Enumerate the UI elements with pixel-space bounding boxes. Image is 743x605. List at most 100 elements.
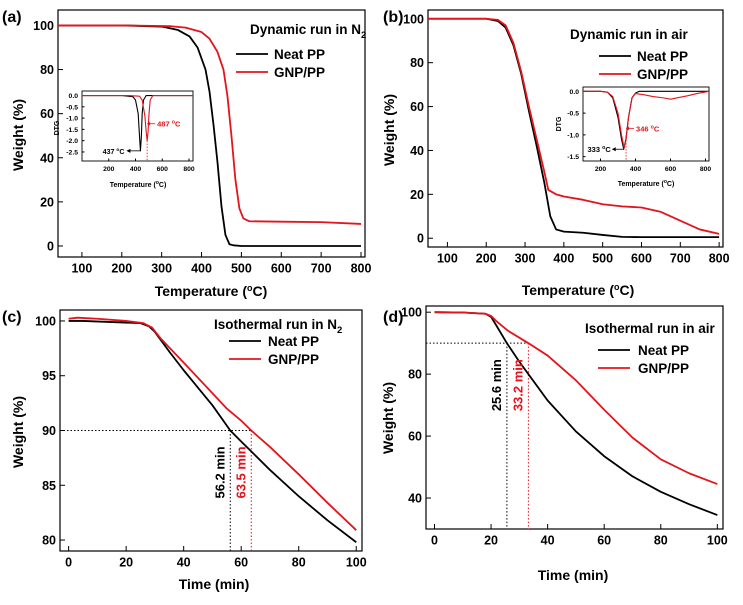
panel-a-ytick-label: 100 <box>33 19 54 33</box>
panel-d-annotation-neat: 25.6 min <box>489 359 504 411</box>
panel-b-inset-xtick-label: 400 <box>630 166 642 173</box>
panel-d-series-gnp-pp-line <box>434 311 718 485</box>
panel-a-inset-xlabel-degree: o <box>156 180 159 186</box>
panel-b-xtick-label: 300 <box>515 252 536 266</box>
panel-b-inset-ytick-label: -1.5 <box>567 154 579 161</box>
panel-c: (c) 0 20 40 60 80 100 80 85 90 95 100 56.2 min 63.5… <box>2 309 367 592</box>
panel-b-xlabel-degree: o <box>614 282 620 292</box>
panel-a-inset-ticks: 200 400 600 800 0.0 -0.5 -1.0 -1.5 -2.0 -2.5 <box>66 93 195 173</box>
panel-c-ytick-label: 100 <box>35 314 56 328</box>
panel-d-ytick-label: 60 <box>408 430 422 444</box>
panel-d-guides <box>426 342 529 529</box>
panel-a-ytick-label: 60 <box>40 107 54 121</box>
panel-a-inset-xtick-label: 600 <box>157 166 169 173</box>
panel-c-xtick-label: 40 <box>177 556 191 570</box>
panel-d-label: (d) <box>383 309 403 326</box>
panel-a-inset-xlabel: Temperature (oC) <box>110 180 167 189</box>
panel-c-xtick-label: 20 <box>119 556 133 570</box>
panel-a-xtick-label: 500 <box>231 262 252 276</box>
panel-b-ticks: 100 200 300 400 500 600 700 800 0 20 40 60 80 100 <box>403 12 729 265</box>
panel-a-xlabel-main: Temperature ( <box>155 283 248 299</box>
panel-d-ytick-label: 80 <box>408 368 422 382</box>
panel-a-inset-annotation-gnp-degree: o <box>172 120 175 126</box>
panel-d-ytick-label: 100 <box>401 306 422 320</box>
panel-c-ylabel: Weight (%) <box>10 396 26 468</box>
panel-a-inset-annotation-neat-degree: o <box>116 148 119 153</box>
panel-b-inset-xtick-label: 200 <box>595 166 607 173</box>
panel-b-ytick-label: 20 <box>410 188 424 202</box>
panel-b-xtick-label: 400 <box>553 252 574 266</box>
panel-a-inset-xlabel-main: Temperature ( <box>110 182 157 189</box>
panel-c-ytick-label: 90 <box>42 424 56 438</box>
panel-d-xtick-label: 80 <box>654 534 668 548</box>
panel-b-inset-xlabel-main: Temperature ( <box>618 181 665 188</box>
panel-b-inset-frame <box>582 86 710 162</box>
panel-a-inset-ylabel: DTG <box>54 120 61 135</box>
panel-c-ytick-label: 85 <box>42 479 56 493</box>
panel-a-xlabel-unit: C) <box>253 283 268 299</box>
panel-a-inset-ytick-label: -2.0 <box>66 138 78 145</box>
panel-a-inset-xlabel-unit: C) <box>159 182 166 189</box>
panel-c-ytick-label: 80 <box>42 534 56 548</box>
panel-a-inset-ytick-label: -1.0 <box>66 116 78 123</box>
panel-a-inset-ytick-label: -2.5 <box>66 149 78 156</box>
panel-b-xtick-label: 700 <box>670 252 691 266</box>
panel-b-ytick-label: 40 <box>410 144 424 158</box>
panel-c-title-sub: 2 <box>337 325 342 336</box>
panel-a-frame <box>57 9 366 258</box>
panel-b-ytick-label: 60 <box>410 100 424 114</box>
panel-b-inset-annotation-gnp-degree: o <box>651 124 654 130</box>
panel-a-title-sub: 2 <box>361 30 366 41</box>
panel-a-inset-xtick-label: 400 <box>130 166 142 173</box>
panel-b-inset-annotation-neat: 333 oC <box>588 145 612 154</box>
panel-d-ylabel: Weight (%) <box>380 382 396 454</box>
panel-b-inset-xlabel: Temperature (oC) <box>618 179 675 188</box>
panel-b-xtick-label: 500 <box>592 252 613 266</box>
panel-b-ytick-label: 80 <box>410 56 424 70</box>
panel-a-ticks: 100 200 300 400 500 600 700 800 0 20 40 60 80 100 <box>33 19 371 276</box>
panel-a-inset-series-gnp-pp-line <box>82 94 193 142</box>
panel-a-title: Dynamic run in N2 <box>250 22 366 41</box>
panel-d-plot: 25.6 min 33.2 min <box>434 311 718 516</box>
panel-c-plot: 56.2 min 63.5 min <box>68 316 357 543</box>
panel-d-ytick-label: 40 <box>408 492 422 506</box>
panel-d-legend-neat: Neat PP <box>638 343 689 358</box>
panel-a-inset-annotation-gnp-unit: C <box>175 120 181 129</box>
panel-b-inset-ytick-label: -1.0 <box>567 132 579 139</box>
panel-b-inset-ytick-label: -0.5 <box>567 111 579 118</box>
panel-b-xtick-label: 800 <box>709 252 730 266</box>
panel-b-inset-ylabel: DTG <box>556 116 563 131</box>
panel-c-title: Isothermal run in N2 <box>214 317 342 336</box>
panel-d-xtick-label: 100 <box>707 534 728 548</box>
panel-b-legend-gnp: GNP/PP <box>637 67 688 82</box>
panel-b-inset-annotation-gnp: 346 oC <box>636 124 660 133</box>
panel-a-inset-xtick-label: 800 <box>183 166 195 173</box>
panel-b-ylabel: Weight (%) <box>381 94 397 166</box>
panel-d-frame <box>425 305 724 530</box>
panel-b-series-gnp-pp-line <box>428 17 720 235</box>
panel-c-xtick-label: 0 <box>65 556 72 570</box>
panel-a-xtick-label: 400 <box>191 262 212 276</box>
panel-c-annotation-gnp: 63.5 min <box>233 446 248 498</box>
panel-b-ytick-label: 0 <box>417 232 424 246</box>
panel-c-xtick-label: 100 <box>346 556 367 570</box>
panel-a-inset-arrowhead-neat <box>126 148 131 153</box>
panel-a-title-main: Dynamic run in N <box>250 22 361 37</box>
panel-b-inset-annotation-gnp-value: 346 <box>636 124 651 133</box>
panel-b-xlabel-main: Temperature ( <box>522 282 615 298</box>
panel-c-xtick-label: 80 <box>292 556 306 570</box>
panel-a-legend-gnp: GNP/PP <box>274 65 325 80</box>
panel-c-ytick-label: 95 <box>42 369 56 383</box>
panel-d-legend-gnp: GNP/PP <box>638 361 689 376</box>
panel-b-label: (b) <box>383 9 403 26</box>
panel-d-annotation-gnp: 33.2 min <box>510 359 525 411</box>
panel-a: (a) 100 200 300 400 500 600 700 800020406080100… <box>2 9 371 299</box>
panel-b-xlabel-unit: C) <box>620 282 635 298</box>
panel-d-title: Isothermal run in air <box>585 321 716 336</box>
panel-d-ticks: 0 20 40 60 80 100 40 60 80 100 <box>401 306 728 548</box>
panel-c-annotation-neat: 56.2 min <box>212 446 227 498</box>
panel-a-xtick-label: 300 <box>151 262 172 276</box>
panel-a-ytick-label: 20 <box>40 195 54 209</box>
